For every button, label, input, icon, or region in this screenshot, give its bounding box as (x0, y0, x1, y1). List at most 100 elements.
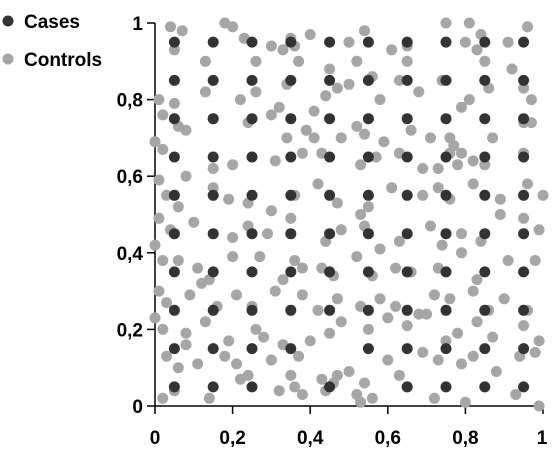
case-point (479, 343, 491, 355)
case-point (246, 36, 258, 48)
control-point (494, 209, 506, 220)
legend: Cases Controls (2, 12, 102, 71)
case-point (285, 151, 297, 163)
case-point (518, 113, 530, 125)
control-point (479, 159, 491, 171)
case-point (401, 189, 413, 201)
case-point (324, 74, 336, 86)
control-point (258, 331, 270, 343)
control-point (456, 228, 467, 240)
case-point (440, 381, 452, 393)
data-points (149, 17, 549, 412)
x-tick-label: 0,4 (297, 428, 324, 449)
control-point (467, 350, 479, 362)
control-point (281, 132, 293, 144)
case-point (285, 36, 297, 48)
control-point (417, 163, 429, 174)
control-point (157, 323, 169, 335)
control-point (308, 105, 320, 117)
control-point (223, 335, 235, 347)
case-point (518, 151, 530, 163)
control-point (471, 274, 483, 286)
case-point (246, 189, 258, 201)
case-point (168, 266, 180, 278)
control-point (262, 228, 273, 240)
control-point (529, 255, 541, 266)
control-point (351, 120, 363, 132)
case-point (285, 304, 297, 316)
case-point (401, 74, 413, 86)
control-point (362, 323, 374, 335)
control-point (265, 109, 277, 121)
control-point (172, 201, 184, 213)
control-point (296, 262, 308, 274)
case-point (362, 113, 374, 125)
control-point (374, 293, 386, 305)
control-point (471, 316, 483, 328)
control-point (149, 312, 161, 324)
control-point (533, 335, 545, 347)
case-point (518, 381, 530, 393)
case-point (324, 113, 336, 125)
control-point (428, 289, 440, 301)
case-point (401, 151, 413, 163)
control-point (296, 289, 308, 301)
case-point (440, 266, 452, 278)
control-point (436, 239, 448, 251)
control-point (320, 90, 332, 102)
case-point (401, 113, 413, 125)
control-point (393, 369, 405, 381)
control-point (355, 396, 367, 408)
case-point (518, 228, 530, 240)
control-point (428, 392, 440, 404)
control-point (456, 147, 467, 159)
control-point (207, 163, 219, 174)
control-point (444, 293, 456, 305)
control-point (153, 174, 165, 186)
control-point (490, 366, 502, 377)
case-point (324, 151, 336, 163)
control-point (265, 40, 277, 52)
control-point (265, 354, 277, 366)
control-point (184, 289, 196, 301)
control-point (525, 94, 537, 106)
control-point (467, 285, 479, 297)
case-point (168, 304, 180, 316)
control-point (522, 178, 533, 190)
control-point (456, 247, 467, 259)
case-point (207, 189, 219, 201)
control-point (393, 235, 405, 247)
control-point (425, 220, 436, 232)
control-point (227, 232, 239, 243)
control-point (355, 159, 367, 171)
case-point (401, 36, 413, 48)
control-point (153, 285, 165, 297)
case-point (246, 151, 258, 163)
case-point (479, 151, 491, 163)
case-point (207, 113, 219, 125)
control-point (343, 78, 355, 90)
control-point (467, 178, 479, 190)
control-point (192, 262, 204, 274)
control-point (374, 243, 386, 255)
case-point (168, 74, 180, 86)
case-point (324, 266, 336, 278)
case-point (440, 343, 452, 355)
control-point (432, 163, 444, 174)
case-point (168, 151, 180, 163)
control-point (386, 182, 398, 194)
control-point (180, 339, 192, 351)
case-point (479, 304, 491, 316)
case-point (285, 228, 297, 240)
x-tick-label: 1 (537, 428, 548, 449)
case-point (362, 343, 374, 355)
case-point (440, 113, 452, 125)
control-point (180, 327, 192, 339)
case-point (168, 381, 180, 393)
control-point (289, 381, 301, 393)
control-point (413, 308, 425, 320)
control-point (165, 21, 176, 33)
control-point (227, 159, 239, 171)
control-point (293, 55, 305, 67)
control-point (289, 255, 301, 266)
